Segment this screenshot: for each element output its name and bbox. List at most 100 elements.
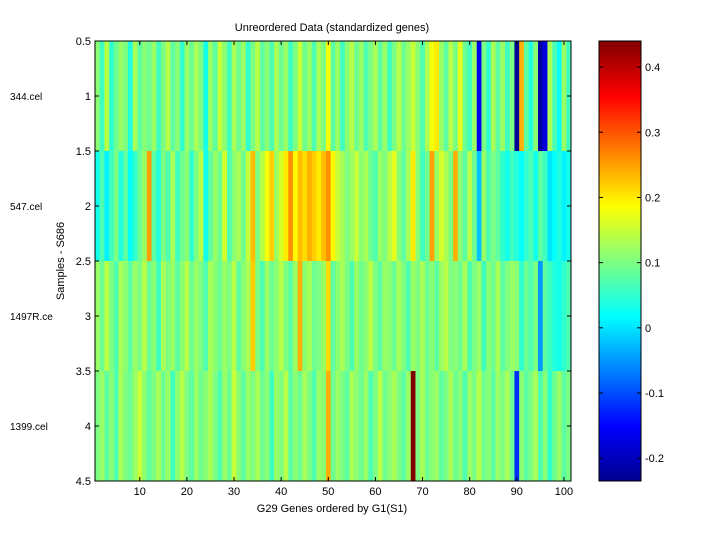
heatmap-cell bbox=[377, 151, 383, 261]
heatmap-cell bbox=[406, 261, 412, 371]
heatmap-cell bbox=[278, 41, 284, 151]
heatmap-cell bbox=[137, 41, 143, 151]
heatmap-cell bbox=[269, 151, 275, 261]
heatmap-cell bbox=[160, 261, 167, 371]
heatmap-cell bbox=[495, 151, 501, 261]
heatmap-cell bbox=[217, 41, 223, 151]
heatmap-cell bbox=[255, 261, 261, 371]
heatmap-cell bbox=[368, 371, 374, 481]
heatmap-cell bbox=[288, 371, 294, 481]
heatmap-cell bbox=[363, 41, 369, 151]
heatmap-cell bbox=[330, 261, 336, 371]
heatmap-cell bbox=[476, 151, 482, 261]
heatmap-cell bbox=[391, 151, 398, 261]
heatmap-cell bbox=[443, 371, 449, 481]
heatmap-cell bbox=[538, 371, 544, 481]
heatmap-cell bbox=[453, 151, 459, 261]
heatmap-cell bbox=[462, 261, 468, 371]
heatmap-cell bbox=[382, 371, 388, 481]
heatmap-cell bbox=[467, 261, 473, 371]
heatmap-cell bbox=[231, 151, 237, 261]
heatmap-cell bbox=[321, 371, 327, 481]
heatmap-cell bbox=[321, 261, 327, 371]
heatmap-cell bbox=[160, 151, 167, 261]
heatmap-cell bbox=[250, 151, 256, 261]
heatmap-cell bbox=[113, 151, 119, 261]
heatmap-cell bbox=[292, 151, 299, 261]
heatmap-cell bbox=[236, 371, 242, 481]
heatmap-cell bbox=[556, 261, 562, 371]
heatmap-cell bbox=[250, 41, 256, 151]
heatmap-cell bbox=[330, 151, 336, 261]
heatmap-cell bbox=[349, 371, 355, 481]
colorbar-tick-label: 0.2 bbox=[645, 192, 660, 204]
heatmap-cell bbox=[241, 151, 247, 261]
heatmap-cell bbox=[368, 151, 374, 261]
heatmap-cell bbox=[292, 371, 299, 481]
heatmap-cells bbox=[95, 41, 572, 481]
heatmap-cell bbox=[203, 151, 209, 261]
heatmap-cell bbox=[448, 371, 454, 481]
heatmap-cell bbox=[316, 151, 322, 261]
heatmap-cell bbox=[297, 261, 303, 371]
heatmap-cell bbox=[104, 371, 110, 481]
heatmap-cell bbox=[241, 261, 247, 371]
heatmap-cell bbox=[415, 371, 421, 481]
heatmap-cell bbox=[424, 261, 431, 371]
heatmap-cell bbox=[476, 261, 482, 371]
heatmap-cell bbox=[401, 151, 407, 261]
heatmap-cell bbox=[292, 41, 299, 151]
colorbar-tick-label: 0.3 bbox=[645, 127, 660, 139]
heatmap-cell bbox=[429, 261, 435, 371]
heatmap-cell bbox=[490, 151, 496, 261]
heatmap-cell bbox=[382, 41, 388, 151]
heatmap-cell bbox=[410, 151, 416, 261]
heatmap-cell bbox=[519, 151, 525, 261]
heatmap-cell bbox=[217, 371, 223, 481]
heatmap-cell bbox=[212, 371, 218, 481]
heatmap-cell bbox=[448, 151, 454, 261]
heatmap-cell bbox=[340, 261, 346, 371]
heatmap-cell bbox=[354, 261, 360, 371]
heatmap-cell bbox=[269, 261, 275, 371]
heatmap-cell bbox=[500, 41, 506, 151]
heatmap-cell bbox=[307, 151, 313, 261]
heatmap-cell bbox=[363, 261, 369, 371]
heatmap-cell bbox=[113, 41, 119, 151]
heatmap-cell bbox=[288, 151, 294, 261]
heatmap-cell bbox=[151, 371, 157, 481]
heatmap-cell bbox=[231, 371, 237, 481]
heatmap-cell bbox=[236, 261, 242, 371]
heatmap-cell bbox=[179, 41, 185, 151]
heatmap-cell bbox=[533, 41, 539, 151]
heatmap-cell bbox=[217, 151, 223, 261]
heatmap-cell bbox=[514, 261, 520, 371]
heatmap-cell bbox=[349, 261, 355, 371]
heatmap-cell bbox=[264, 41, 270, 151]
heatmap-cell bbox=[160, 41, 167, 151]
heatmap-cell bbox=[420, 371, 426, 481]
heatmap-cell bbox=[146, 371, 152, 481]
heatmap-cell bbox=[316, 41, 322, 151]
heatmap-cell bbox=[505, 41, 511, 151]
heatmap-cell bbox=[297, 151, 303, 261]
heatmap-cell bbox=[406, 371, 412, 481]
heatmap-cell bbox=[165, 371, 171, 481]
heatmap-cell bbox=[118, 261, 124, 371]
heatmap-cell bbox=[335, 261, 341, 371]
heatmap-cell bbox=[547, 261, 553, 371]
colorbar-tick-label: 0.4 bbox=[645, 62, 660, 74]
x-tick-label: 30 bbox=[228, 486, 240, 498]
heatmap-cell bbox=[396, 371, 402, 481]
heatmap-cell bbox=[472, 371, 478, 481]
heatmap-cell bbox=[401, 41, 407, 151]
heatmap-cell bbox=[170, 151, 176, 261]
heatmap-cell bbox=[410, 41, 416, 151]
heatmap-cell bbox=[142, 371, 148, 481]
heatmap-cell bbox=[490, 41, 496, 151]
heatmap-cell bbox=[231, 261, 237, 371]
heatmap-cell bbox=[259, 371, 266, 481]
heatmap-cell bbox=[236, 151, 242, 261]
x-tick-label: 90 bbox=[511, 486, 523, 498]
x-tick-label: 70 bbox=[416, 486, 428, 498]
